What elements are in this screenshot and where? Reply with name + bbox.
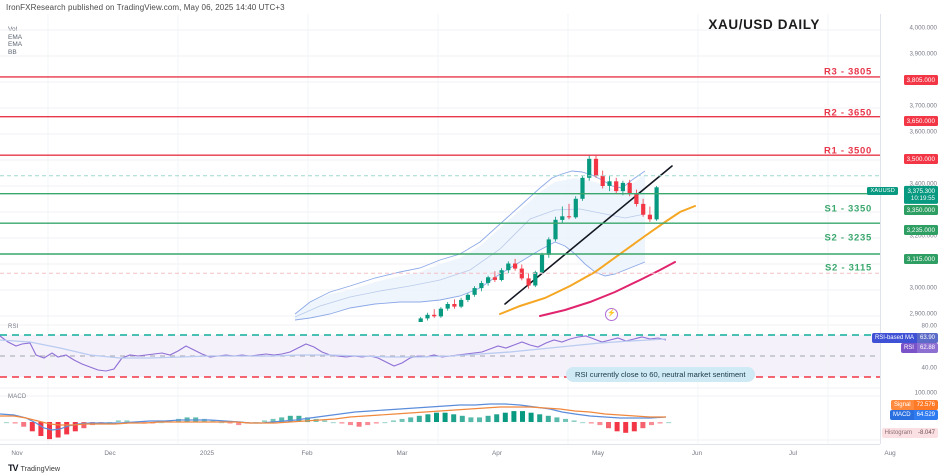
price-axis[interactable]: 4,000.000 3,900.000 3,700.000 3,600.000 … <box>867 14 940 444</box>
level-label-r2: R2 - 3650 <box>823 107 872 119</box>
level-badge-s3: 3,115.000 <box>904 254 938 264</box>
macd-histogram <box>4 411 672 440</box>
axis-tick: 3,200.000 <box>909 232 937 240</box>
axis-tick: 3,000.000 <box>909 284 937 292</box>
histogram-value: -8.047 <box>917 430 935 436</box>
macd-pane-label: MACD <box>8 394 27 400</box>
macd-histogram-chip: Histogram -8.047 <box>881 428 938 438</box>
rsi-plot <box>0 322 880 392</box>
level-label-r1: R1 - 3500 <box>823 145 872 157</box>
tradingview-name: TradingView <box>20 463 61 473</box>
macd-signal-value: 72.576 <box>913 400 938 410</box>
time-tick: Jun <box>691 450 703 457</box>
rsi-value: 62.88 <box>916 343 938 353</box>
ema-magenta-line <box>539 261 676 317</box>
chart-title: XAU/USD DAILY <box>708 17 820 32</box>
level-badge-s2: 3,235.000 <box>903 225 938 235</box>
tradingview-logo-icon: TV <box>8 463 18 473</box>
time-axis[interactable]: Nov Dec 2025 Feb Mar Apr May Jun Jul Aug <box>0 444 896 463</box>
level-label-s1: S1 - 3350 <box>824 203 872 215</box>
legend-item-ema-2[interactable]: EMA <box>8 41 23 49</box>
macd-signal-key: Signal <box>890 400 914 410</box>
axis-tick: 2,900.000 <box>909 310 937 318</box>
legend-item-ema-1[interactable]: EMA <box>8 33 23 41</box>
level-badge-r1: 3,500.000 <box>903 154 938 164</box>
rsi-axis-tick: 80.00 <box>921 322 937 330</box>
rsi-chip: RSI 62.88 <box>900 343 938 353</box>
attribution-text: IronFXResearch published on TradingView.… <box>6 3 285 12</box>
axis-tick: 3,700.000 <box>909 102 937 110</box>
support-resistance-lines <box>0 76 880 274</box>
macd-value: 64.529 <box>913 410 938 420</box>
rsi-key: RSI <box>900 343 917 353</box>
time-tick: Apr <box>492 450 502 457</box>
axis-tick: 4,000.000 <box>909 24 937 32</box>
macd-line <box>0 403 667 431</box>
macd-key: MACD <box>889 410 914 420</box>
level-badge-r2: 3,650.000 <box>903 116 938 126</box>
bollinger-bands <box>294 170 646 321</box>
time-tick: May <box>591 450 605 457</box>
time-tick: Mar <box>396 450 408 457</box>
rsi-ma-chip: RSI-based MA 63.90 <box>871 333 938 343</box>
axis-divider <box>880 14 881 444</box>
bar-countdown: 10:19:55 <box>910 195 935 202</box>
time-tick: 2025 <box>199 450 215 457</box>
macd-axis-tick: 100.000 <box>914 389 937 397</box>
rsi-pane[interactable] <box>0 322 880 392</box>
rsi-ma-key: RSI-based MA <box>871 333 917 343</box>
rsi-axis-tick: 40.00 <box>921 364 937 372</box>
macd-signal-line <box>0 406 666 426</box>
time-tick: Dec <box>104 450 116 457</box>
level-badge-s1: 3,350.000 <box>903 205 938 215</box>
macd-signal-chip: Signal 72.576 <box>890 400 938 410</box>
time-tick: Jul <box>788 450 798 457</box>
tradingview-branding[interactable]: TV TradingView <box>8 463 60 473</box>
level-label-s3: S2 - 3115 <box>825 262 872 274</box>
ema-orange-line <box>499 205 696 315</box>
rsi-pane-label: RSI <box>8 324 19 330</box>
time-tick: Aug <box>884 450 896 457</box>
time-tick: Feb <box>301 450 313 457</box>
axis-tick: 3,400.000 <box>909 180 937 188</box>
macd-chip: MACD 64.529 <box>889 410 938 420</box>
rsi-ma-line <box>0 338 667 359</box>
rocket-marker-icon[interactable]: ⚡ <box>605 308 618 321</box>
last-price-badge: 3,375.300 10:19:55 <box>904 185 938 205</box>
macd-plot <box>0 392 880 444</box>
rsi-annotation-callout[interactable]: RSI currently close to 60, neutral marke… <box>566 367 755 382</box>
macd-pane[interactable] <box>0 392 880 444</box>
price-pane[interactable] <box>0 14 880 322</box>
axis-tick: 3,900.000 <box>909 50 937 58</box>
symbol-tag: XAUUSD <box>867 187 898 195</box>
legend-item-bb[interactable]: BB <box>8 48 17 56</box>
histogram-key: Histogram <box>884 430 912 436</box>
axis-tick: 3,600.000 <box>909 128 937 136</box>
rsi-ma-value: 63.90 <box>916 333 938 343</box>
level-badge-r3: 3,805.000 <box>903 75 938 85</box>
rsi-annotation-text: RSI currently close to 60, neutral marke… <box>575 370 746 379</box>
last-price-value: 3,375.300 <box>907 187 935 195</box>
level-label-r3: R3 - 3805 <box>823 66 872 78</box>
price-plot <box>0 14 880 322</box>
trendline[interactable] <box>504 165 673 305</box>
level-label-s2: S2 - 3235 <box>824 232 872 244</box>
time-tick: Nov <box>11 450 23 457</box>
